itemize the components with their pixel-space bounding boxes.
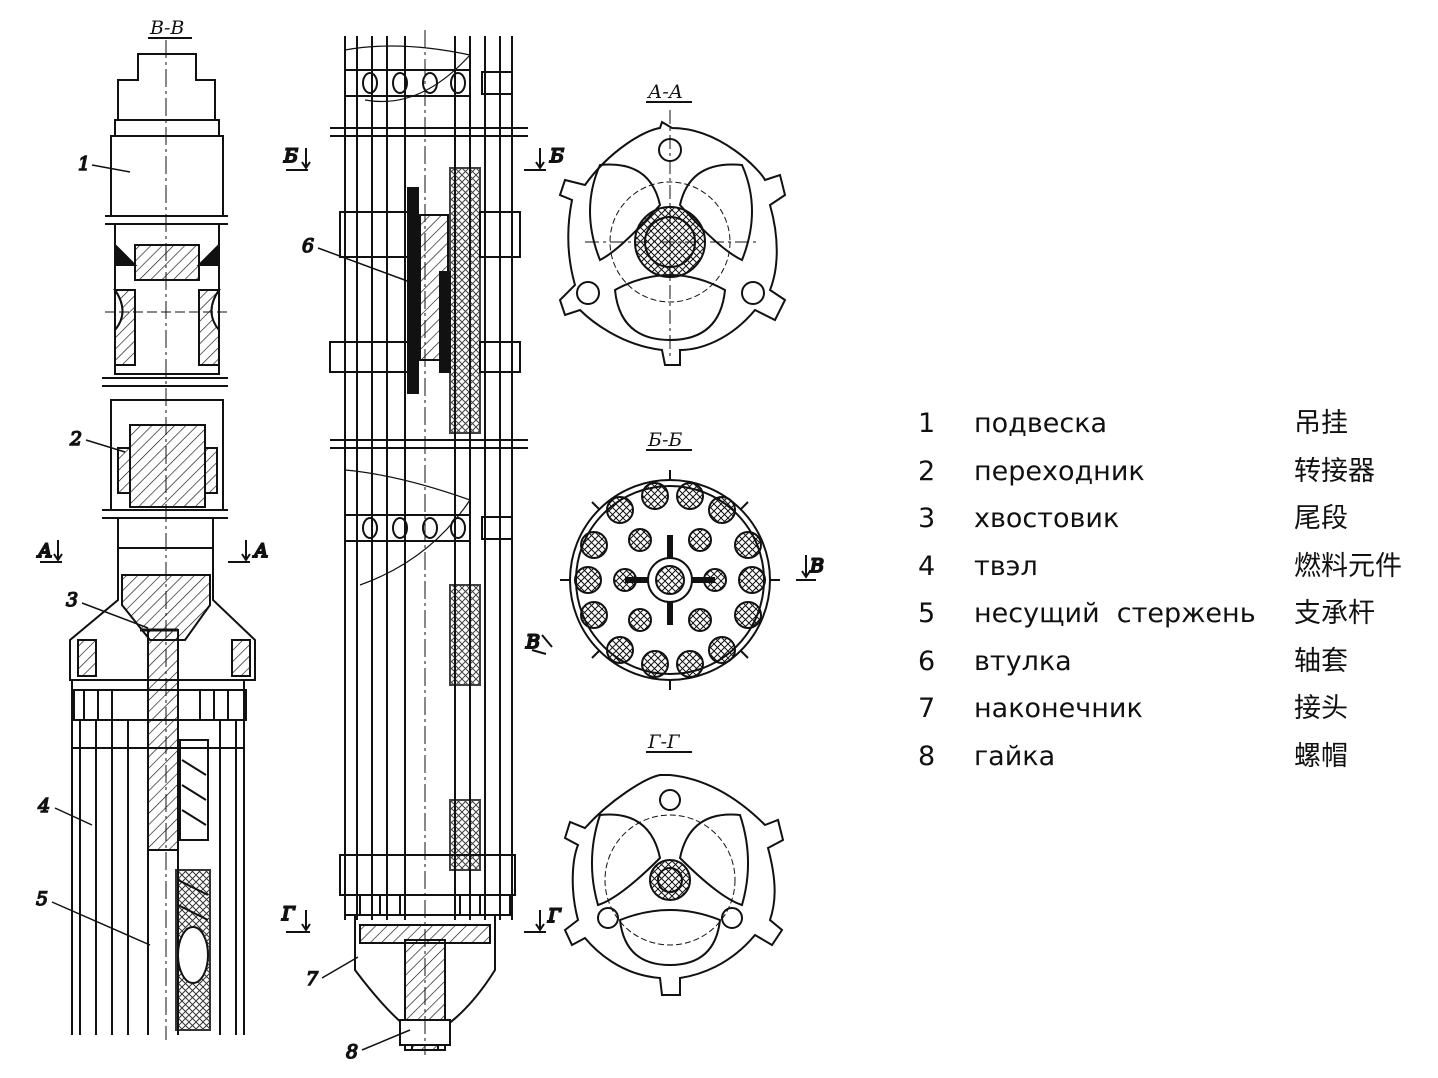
legend-russian-term: наконечник: [974, 693, 1143, 724]
callouts: 1 2 3 4 5 6 7 8: [35, 152, 411, 1064]
cut-mark-v-left: В: [525, 631, 540, 653]
section-gg: [563, 774, 785, 996]
callout-8: 8: [346, 1041, 358, 1063]
callout-5: 5: [36, 888, 48, 910]
section-title-bb: Б-Б: [647, 429, 682, 451]
cut-mark-g-left: Г: [281, 903, 296, 925]
callout-3: 3: [66, 589, 78, 611]
legend-number: 8: [918, 740, 936, 772]
legend-russian-term: твэл: [974, 550, 1038, 582]
cut-marks: А А Б Б В В Г Г: [35, 144, 825, 933]
legend-chinese-term: 螺帽: [1294, 740, 1348, 772]
fuel-rod-sections: [574, 482, 766, 678]
legend-russian-term: хвостовик: [974, 503, 1120, 534]
middle-view: [329, 30, 528, 1055]
legend-chinese-term: 轴套: [1294, 645, 1348, 677]
cut-mark-b-left: Б: [283, 145, 298, 167]
legend-russian-term: подвеска: [974, 408, 1108, 439]
legend-russian-term: гайка: [974, 740, 1056, 772]
top-comb-ovals: [362, 72, 466, 94]
section-aa: [558, 110, 787, 366]
callout-1: 1: [78, 153, 90, 175]
cut-mark-g-right: Г: [547, 905, 562, 927]
section-title-vv: В-В: [149, 17, 184, 39]
legend-number: 4: [918, 550, 936, 582]
mid-comb-ovals: [362, 517, 466, 539]
section-titles: В-В А-А Б-Б Г-Г: [148, 17, 692, 753]
section-bb: [560, 470, 780, 690]
legend-russian-term: втулка: [974, 645, 1072, 677]
legend-chinese-term: 转接器: [1294, 455, 1375, 487]
cut-mark-v-right: В: [809, 555, 824, 577]
cut-mark-b-right: Б: [549, 145, 564, 167]
legend-chinese-term: 燃料元件: [1294, 550, 1402, 582]
legend-number: 6: [918, 645, 936, 677]
legend-chinese-term: 支承杆: [1294, 598, 1375, 629]
legend-chinese-term: 吊挂: [1294, 408, 1348, 439]
callout-2: 2: [69, 428, 82, 450]
callout-4: 4: [37, 795, 50, 817]
legend-number: 3: [918, 503, 936, 534]
legend-russian-term: несущий стержень: [974, 598, 1256, 629]
callout-7: 7: [306, 968, 319, 990]
cut-mark-a-left: А: [36, 540, 52, 562]
legend-number: 5: [918, 598, 936, 629]
legend-number: 1: [918, 408, 936, 439]
legend-number: 7: [918, 693, 936, 724]
left-view-section-vv: [69, 40, 256, 1040]
section-title-gg: Г-Г: [647, 731, 681, 753]
callout-6: 6: [302, 235, 314, 257]
legend-number: 2: [918, 455, 936, 487]
legend-russian-term: переходник: [974, 455, 1145, 487]
legend-chinese-term: 接头: [1294, 693, 1348, 724]
legend-chinese-term: 尾段: [1294, 503, 1348, 534]
cut-mark-a-right: А: [252, 540, 268, 562]
section-title-aa: А-А: [646, 81, 683, 103]
